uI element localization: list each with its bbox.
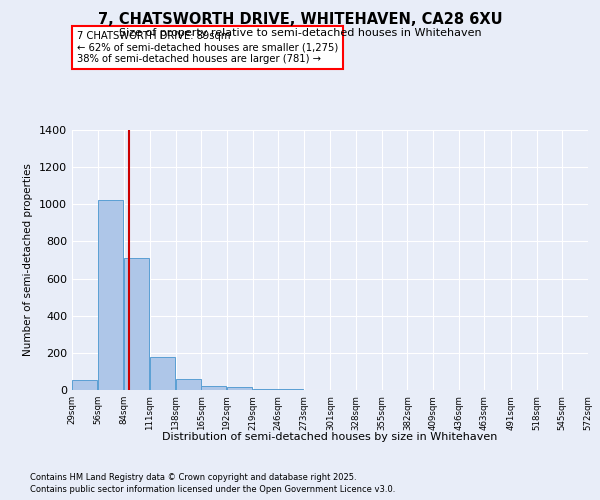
Text: 7, CHATSWORTH DRIVE, WHITEHAVEN, CA28 6XU: 7, CHATSWORTH DRIVE, WHITEHAVEN, CA28 6X… (98, 12, 502, 28)
Text: Contains HM Land Registry data © Crown copyright and database right 2025.: Contains HM Land Registry data © Crown c… (30, 472, 356, 482)
Bar (72, 380, 97, 390)
Bar (227, 388, 252, 390)
Bar (98, 200, 123, 390)
Bar (201, 386, 226, 390)
Y-axis label: Number of semi-detached properties: Number of semi-detached properties (23, 164, 34, 356)
Text: Distribution of semi-detached houses by size in Whitehaven: Distribution of semi-detached houses by … (163, 432, 497, 442)
Bar (253, 388, 278, 390)
Text: Contains public sector information licensed under the Open Government Licence v3: Contains public sector information licen… (30, 485, 395, 494)
Bar (176, 379, 201, 390)
Text: 7 CHATSWORTH DRIVE: 89sqm
← 62% of semi-detached houses are smaller (1,275)
38% : 7 CHATSWORTH DRIVE: 89sqm ← 62% of semi-… (77, 31, 338, 64)
Bar (150, 356, 175, 390)
Text: Size of property relative to semi-detached houses in Whitehaven: Size of property relative to semi-detach… (119, 28, 481, 38)
Bar (124, 258, 149, 390)
